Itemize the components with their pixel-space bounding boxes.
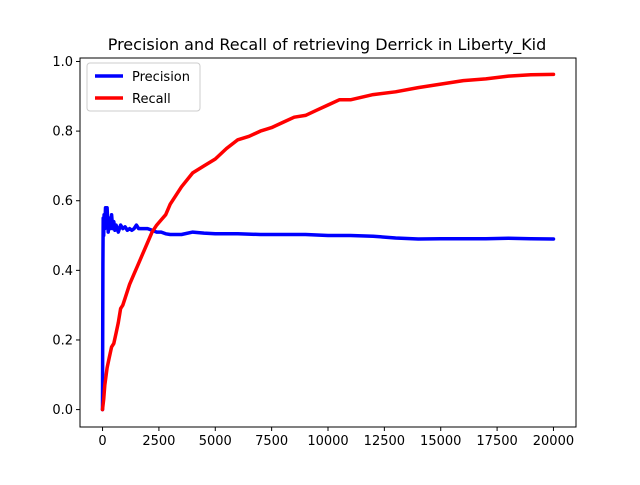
- x-axis: 0 2500 5000 7500 10000 12500 15000 17500 20000: [98, 427, 574, 449]
- x-tick-label: 15000: [420, 434, 461, 449]
- series-line-precision: [100, 205, 556, 412]
- y-tick-label: 0.8: [52, 125, 73, 140]
- x-tick-label: 2500: [142, 434, 175, 449]
- legend-label-precision: Precision: [132, 70, 190, 85]
- y-tick-label: 0.0: [52, 403, 73, 418]
- legend: Precision Recall: [86, 62, 201, 112]
- x-tick-label: 7500: [255, 434, 288, 449]
- plot-lines: [100, 72, 556, 412]
- x-tick-label: 5000: [199, 434, 232, 449]
- legend-label-recall: Recall: [132, 92, 171, 107]
- chart-title: Precision and Recall of retrieving Derri…: [108, 35, 547, 55]
- y-tick-label: 0.4: [52, 264, 73, 279]
- x-tick-label: 10000: [307, 434, 348, 449]
- y-tick-label: 1.0: [52, 55, 73, 70]
- y-tick-label: 0.6: [52, 194, 73, 209]
- series-line-recall: [100, 72, 556, 412]
- x-tick-label: 12500: [364, 434, 405, 449]
- x-tick-label: 0: [98, 434, 106, 449]
- y-axis: 0.0 0.2 0.4 0.6 0.8 1.0: [52, 55, 80, 418]
- plot-frame: [79, 57, 577, 428]
- y-tick-label: 0.2: [52, 333, 73, 348]
- x-tick-label: 20000: [533, 434, 574, 449]
- x-tick-label: 17500: [476, 434, 517, 449]
